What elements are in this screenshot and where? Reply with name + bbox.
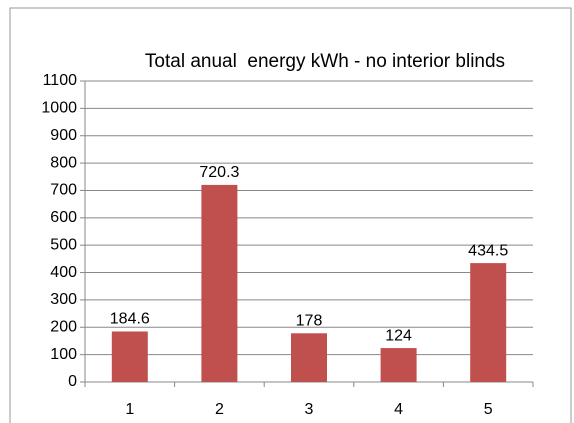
x-tick-label: 3	[305, 401, 314, 418]
y-tick-label: 300	[50, 291, 77, 308]
x-tick-label: 5	[484, 401, 493, 418]
data-label: 434.5	[468, 242, 508, 259]
bar	[380, 348, 417, 382]
y-tick-label: 500	[50, 236, 77, 253]
bar	[201, 184, 238, 382]
bar	[291, 333, 327, 382]
data-label: 124	[385, 327, 412, 344]
chart-title: Total anual energy kWh - no interior bli…	[145, 51, 505, 72]
y-tick-label: 900	[50, 127, 77, 144]
bar	[111, 331, 148, 382]
y-tick-label: 600	[50, 209, 77, 226]
x-tick-label: 1	[125, 401, 134, 418]
data-label: 178	[296, 313, 323, 330]
y-tick-label: 400	[50, 264, 77, 281]
y-tick-label: 1100	[43, 72, 78, 89]
data-label: 184.6	[110, 311, 150, 328]
bar	[470, 263, 507, 382]
x-tick-label: 4	[394, 401, 403, 418]
y-tick-label: 200	[50, 318, 77, 335]
y-tick-label: 800	[50, 154, 77, 171]
y-tick-label: 0	[68, 373, 77, 390]
y-tick-label: 100	[50, 346, 77, 363]
y-tick-label: 1000	[41, 100, 77, 117]
y-tick-label: 700	[50, 182, 77, 199]
x-tick-label: 2	[215, 401, 224, 418]
data-label: 720.3	[199, 164, 239, 181]
